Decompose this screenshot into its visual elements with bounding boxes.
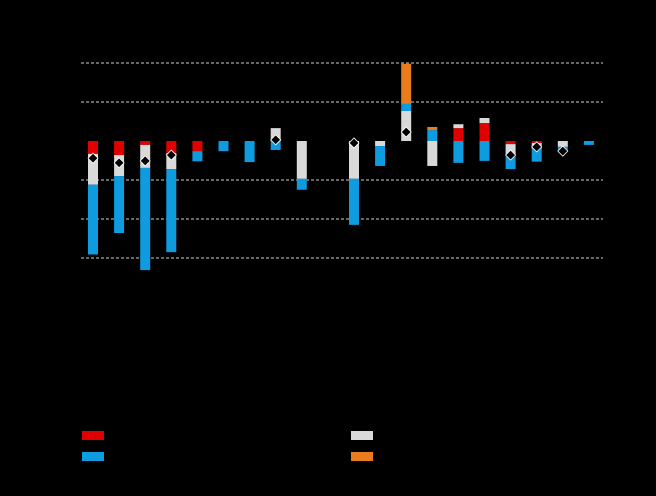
- bar-segment: [505, 141, 516, 145]
- bar-segment: [88, 141, 98, 154]
- bar-segment: [427, 141, 438, 166]
- bar-segment: [479, 141, 490, 161]
- net-marker: [531, 141, 543, 153]
- bar-segment: [296, 178, 307, 190]
- bar-segment: [583, 141, 594, 145]
- bar-segment: [453, 124, 464, 129]
- bar-segment: [270, 141, 281, 150]
- bar-segment: [88, 184, 98, 255]
- net-marker: [400, 126, 412, 138]
- bar-segment: [401, 103, 412, 111]
- legend-swatch: [82, 452, 104, 461]
- bar-segment: [114, 141, 125, 156]
- net-marker: [270, 134, 282, 146]
- bar-segment: [375, 146, 386, 166]
- bar-segment: [531, 148, 542, 162]
- bar-segment: [479, 123, 490, 141]
- bar-segment: [427, 130, 438, 141]
- bar-segment: [140, 167, 151, 271]
- net-marker: [87, 152, 99, 164]
- bar-segment: [505, 156, 516, 170]
- legend-swatch: [351, 452, 373, 461]
- net-marker: [348, 137, 360, 149]
- bar-segment: [557, 141, 568, 147]
- bar-segment: [166, 153, 177, 170]
- bar-segment: [401, 63, 412, 104]
- legend-swatch: [82, 431, 104, 440]
- bar-segment: [479, 117, 490, 124]
- bar-segment: [427, 126, 438, 131]
- bar-segment: [114, 176, 125, 234]
- bar-segment: [140, 141, 151, 145]
- legend-swatch: [351, 431, 373, 440]
- bar-segment: [166, 169, 177, 253]
- net-marker: [113, 157, 125, 169]
- bar-segment: [166, 141, 177, 154]
- bar-segment: [349, 141, 359, 179]
- net-marker: [557, 145, 569, 157]
- bar-segment: [453, 128, 464, 141]
- bar-segment: [218, 141, 229, 152]
- bar-segment: [375, 141, 386, 147]
- bar-segment: [88, 153, 98, 185]
- bar-segment: [349, 178, 359, 225]
- bar-segment: [401, 110, 412, 141]
- net-marker: [165, 149, 177, 161]
- bar-segment: [453, 141, 464, 163]
- bar-segment: [296, 141, 307, 179]
- net-marker: [505, 149, 517, 161]
- bar-segment: [192, 141, 203, 152]
- bar-segment: [192, 151, 203, 162]
- net-marker: [139, 155, 151, 167]
- bar-segment: [244, 141, 255, 163]
